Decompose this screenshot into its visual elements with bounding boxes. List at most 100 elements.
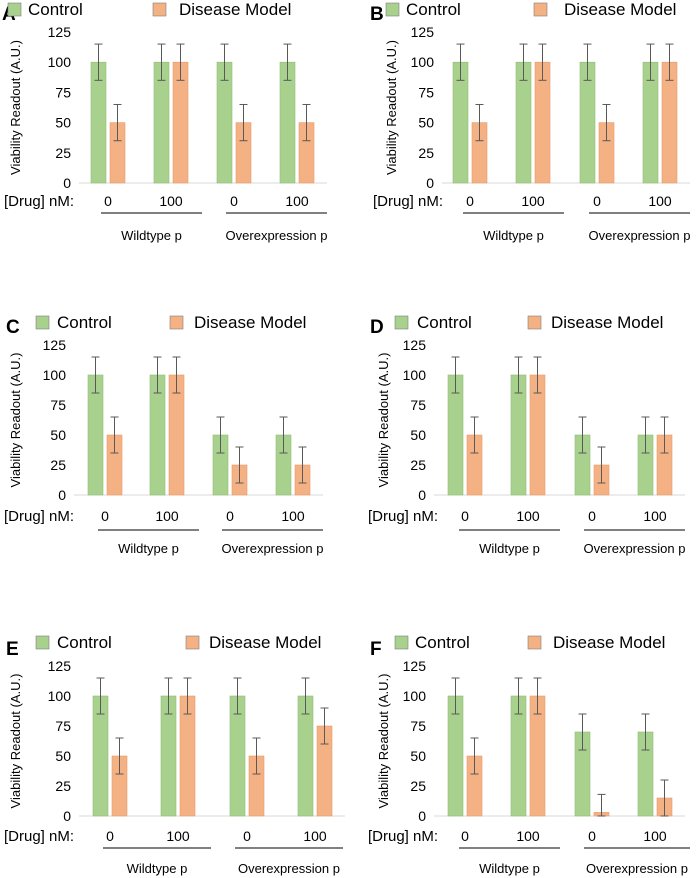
panel-label: F	[370, 639, 382, 660]
legend: Control Disease Model	[35, 633, 321, 652]
group-label: Wildtype p	[121, 228, 182, 243]
legend-label-control: Control	[57, 313, 112, 332]
group-label: Wildtype p	[118, 541, 179, 556]
panel-label: B	[370, 4, 384, 25]
panel-label: E	[6, 639, 19, 660]
y-tick-label: 0	[58, 487, 66, 503]
dose-tick-label: 0	[104, 193, 112, 209]
legend-label-control: Control	[28, 0, 83, 19]
legend-swatch-control	[385, 2, 400, 17]
dose-tick-label: 100	[285, 193, 309, 209]
y-tick-label: 50	[410, 748, 426, 764]
panel-label: C	[6, 317, 20, 338]
y-tick-label: 75	[410, 718, 426, 734]
y-tick-label: 125	[43, 337, 67, 353]
y-tick-label: 100	[48, 54, 72, 70]
dose-tick-label: 0	[593, 193, 601, 209]
y-axis-label: Viability Readout (A.U.)	[8, 674, 23, 809]
y-tick-label: 0	[418, 487, 426, 503]
y-tick-label: 100	[48, 688, 72, 704]
y-tick-label: 50	[410, 427, 426, 443]
dose-tick-label: 0	[588, 508, 596, 524]
group-label: Overexpression p	[589, 228, 691, 243]
group-label: Wildtype p	[479, 541, 540, 556]
legend-swatch-disease	[152, 2, 167, 17]
dose-tick-label: 100	[516, 828, 540, 844]
chart-panel-c: C Control Disease Model 0 25 50 75 100 125 Viabil…	[4, 313, 323, 556]
y-tick-label: 0	[418, 808, 426, 824]
legend-label-control: Control	[415, 633, 470, 652]
y-tick-label: 0	[63, 808, 71, 824]
group-label: Wildtype p	[483, 228, 544, 243]
dose-tick-label: 100	[303, 828, 327, 844]
group-label: Overexpression p	[584, 541, 686, 556]
dose-tick-label: 0	[230, 193, 238, 209]
y-tick-label: 25	[55, 145, 71, 161]
y-tick-label: 25	[410, 778, 426, 794]
y-tick-label: 25	[50, 457, 66, 473]
legend-label-disease: Disease Model	[209, 633, 321, 652]
legend-label-disease: Disease Model	[553, 633, 665, 652]
y-tick-label: 100	[411, 54, 435, 70]
dose-tick-label: 100	[166, 828, 190, 844]
y-tick-label: 125	[403, 658, 427, 674]
legend-label-disease: Disease Model	[194, 313, 306, 332]
y-tick-label: 75	[50, 397, 66, 413]
dose-axis-label: [Drug] nM:	[4, 508, 74, 525]
y-axis-label: Viability Readout (A.U.)	[376, 674, 391, 809]
dose-tick-label: 0	[101, 508, 109, 524]
y-tick-label: 125	[403, 337, 427, 353]
legend-label-disease: Disease Model	[551, 313, 663, 332]
dose-tick-label: 0	[461, 828, 469, 844]
legend-swatch-control	[35, 315, 50, 330]
dose-axis-label: [Drug] nM:	[368, 828, 438, 845]
y-axis-label: Viability Readout (A.U.)	[8, 40, 23, 175]
y-tick-label: 0	[63, 175, 71, 191]
legend-label-control: Control	[417, 313, 472, 332]
legend-swatch-disease	[533, 2, 548, 17]
chart-panel-f: F Control Disease Model 0 25 50 75 100 125 Viabil…	[368, 633, 690, 876]
y-tick-label: 100	[403, 367, 427, 383]
chart-panel-e: E Control Disease Model 0 25 50 75 100 125 Viabil…	[4, 633, 345, 876]
y-tick-label: 50	[50, 427, 66, 443]
group-label: Overexpression p	[238, 861, 340, 876]
legend-swatch-disease	[527, 315, 542, 330]
legend-swatch-control	[394, 315, 409, 330]
group-label: Overexpression p	[226, 228, 328, 243]
legend-swatch-control	[35, 635, 50, 650]
group-label: Wildtype p	[479, 861, 540, 876]
legend-label-control: Control	[406, 0, 461, 19]
dose-tick-label: 100	[516, 508, 540, 524]
legend-label-control: Control	[57, 633, 112, 652]
y-axis-label: Viability Readout (A.U.)	[8, 353, 23, 488]
dose-tick-label: 100	[155, 508, 179, 524]
chart-panel-b: B Control Disease Model 0 25 50 75 100 125 Viabil…	[370, 0, 690, 243]
legend-swatch-control	[7, 2, 22, 17]
y-tick-label: 75	[410, 397, 426, 413]
y-tick-label: 125	[48, 658, 72, 674]
y-tick-label: 75	[418, 84, 434, 100]
dose-tick-label: 100	[281, 508, 305, 524]
legend: Control Disease Model	[385, 0, 676, 19]
y-tick-label: 100	[43, 367, 67, 383]
dose-tick-label: 0	[226, 508, 234, 524]
dose-tick-label: 100	[159, 193, 183, 209]
legend-swatch-disease	[527, 635, 542, 650]
group-label: Wildtype p	[127, 861, 188, 876]
dose-tick-label: 100	[643, 508, 667, 524]
panel-label: D	[370, 317, 384, 338]
dose-tick-label: 0	[466, 193, 474, 209]
y-tick-label: 100	[403, 688, 427, 704]
dose-axis-label: [Drug] nM:	[4, 193, 74, 210]
dose-tick-label: 100	[643, 828, 667, 844]
legend: Control Disease Model	[35, 313, 306, 332]
y-tick-label: 25	[410, 457, 426, 473]
y-tick-label: 75	[55, 84, 71, 100]
legend-label-disease: Disease Model	[179, 0, 291, 19]
dose-axis-label: [Drug] nM:	[368, 508, 438, 525]
y-tick-label: 125	[48, 24, 72, 40]
y-tick-label: 75	[55, 718, 71, 734]
dose-tick-label: 100	[521, 193, 545, 209]
y-tick-label: 50	[55, 748, 71, 764]
